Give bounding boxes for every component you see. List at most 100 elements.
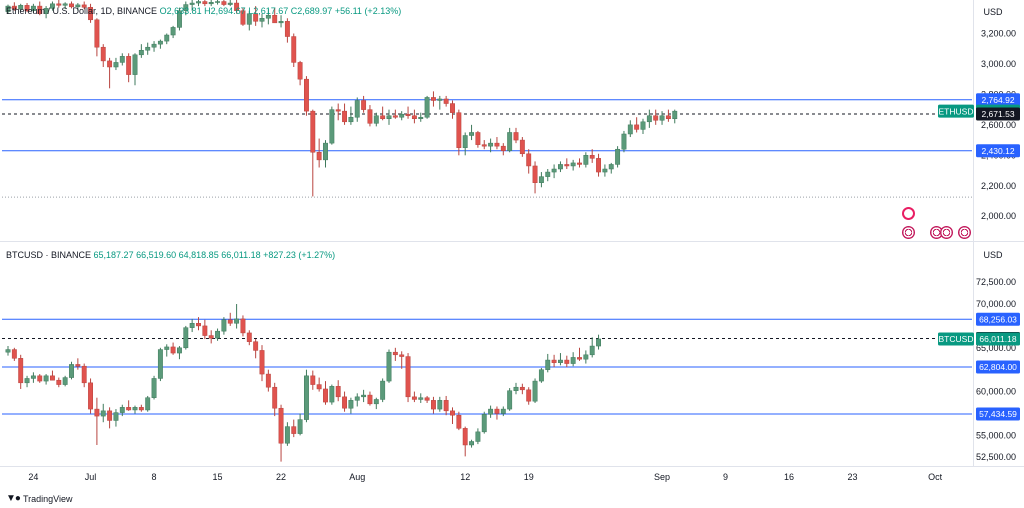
eth-candle (50, 1, 55, 11)
eth-open: O2,633.81 (159, 6, 202, 16)
eth-candle (526, 149, 532, 174)
eth-candle-body (164, 34, 170, 42)
btc-candle-body (342, 396, 348, 409)
btc-candle (56, 377, 62, 388)
eth-candle (18, 3, 24, 12)
gear-icon[interactable] (902, 207, 915, 220)
btc-candle-body (570, 357, 576, 364)
eth-candle (81, 1, 87, 10)
eth-candle (640, 118, 646, 134)
btc-candle-body (246, 332, 252, 342)
x-tick-label: 8 (152, 472, 157, 482)
event-flag-icon[interactable] (902, 226, 915, 239)
eth-candle (558, 161, 563, 173)
btc-candle-body (500, 408, 506, 414)
btc-candle-body (69, 364, 74, 378)
eth-candle (399, 111, 405, 121)
eth-candle-body (145, 46, 151, 51)
btc-candle (570, 352, 576, 367)
eth-candle-body (284, 21, 290, 37)
eth-candle-body (183, 4, 189, 11)
btc-candle-body (43, 375, 49, 382)
btc-candle-body (284, 426, 290, 444)
tradingview-branding[interactable]: ▼● TradingView (6, 493, 72, 504)
btc-candle (310, 370, 316, 390)
eth-candle-body (411, 115, 417, 120)
btc-candle (284, 422, 290, 446)
btc-candle (5, 346, 11, 356)
btc-price-tag-bg (976, 332, 1020, 346)
event-flag-icon[interactable] (930, 226, 943, 239)
btc-symbol-label: BTCUSD · BINANCE (6, 250, 92, 260)
btc-candle (545, 353, 551, 373)
eth-candle (208, 0, 214, 7)
eth-candle-body (646, 115, 652, 123)
btc-currency-label[interactable]: USD (983, 250, 1003, 260)
eth-candle (583, 152, 589, 168)
btc-candle (88, 378, 93, 414)
btc-candle-body (532, 380, 538, 402)
eth-candle-body (354, 100, 360, 118)
eth-candle-body (259, 18, 265, 22)
btc-candle-body (424, 397, 430, 401)
btc-candle (526, 387, 532, 405)
eth-currency-label[interactable]: USD (983, 7, 1003, 17)
btc-candle (119, 404, 125, 417)
btc-candle (240, 315, 246, 337)
eth-candle-body (564, 164, 570, 167)
eth-candle-body (107, 60, 113, 68)
btc-candle (348, 397, 354, 414)
eth-candle (469, 124, 475, 141)
event-flag-icon[interactable] (958, 226, 971, 239)
btc-candle-body (138, 407, 144, 411)
btc-candle (208, 330, 214, 344)
eth-candle-body (405, 113, 411, 116)
btc-candle (107, 407, 113, 429)
eth-candle-body (335, 109, 341, 112)
x-tick-label: Sep (654, 472, 670, 482)
eth-candle (316, 138, 322, 168)
btc-candle-body (234, 318, 240, 324)
btc-ohlc-legend: BTCUSD · BINANCE 65,187.27 66,519.60 64,… (6, 250, 335, 260)
eth-candle (589, 149, 595, 163)
eth-candle (164, 33, 170, 45)
eth-price-tag: 2,764.92 (976, 93, 1020, 107)
eth-price-tag-label: ETHUSD (939, 106, 974, 116)
eth-candle-body (538, 176, 544, 183)
btc-candle-body (259, 350, 265, 375)
event-flag-icon[interactable] (940, 226, 953, 239)
eth-candle (513, 127, 519, 144)
btc-candle-body (177, 347, 182, 354)
eth-candle (602, 164, 608, 177)
btc-price-tag-label: 66,011.18 (979, 334, 1016, 344)
btc-candle (215, 328, 221, 341)
eth-price-tag-bg (976, 144, 1020, 158)
btc-candle-body (202, 325, 208, 336)
eth-candle (481, 140, 487, 150)
btc-candle-body (462, 428, 468, 446)
eth-candle-body (640, 121, 646, 130)
btc-candle-body (183, 327, 189, 349)
btc-candle (151, 375, 157, 400)
eth-change: +56.11 (+2.13%) (334, 6, 402, 16)
btc-candle-body (551, 359, 557, 363)
btc-candle-body (431, 400, 436, 410)
eth-candle-body (30, 5, 36, 11)
eth-candle (304, 76, 309, 116)
eth-candle (253, 6, 259, 26)
btc-candle-body (437, 400, 443, 410)
eth-candle-body (94, 19, 100, 48)
eth-candle-body (577, 162, 582, 165)
btc-candle (145, 395, 151, 412)
eth-candle-body (297, 62, 303, 80)
btc-candle-body (107, 410, 113, 421)
btc-price-tag: 66,011.18 (976, 332, 1020, 346)
branding-label: TradingView (22, 493, 73, 504)
eth-candle (532, 161, 538, 194)
btc-candle (170, 342, 176, 355)
btc-candle (373, 397, 379, 410)
btc-price-tag-label: 57,434.59 (979, 409, 1017, 419)
x-tick-label: 23 (848, 472, 858, 482)
btc-candle-body (100, 410, 106, 417)
